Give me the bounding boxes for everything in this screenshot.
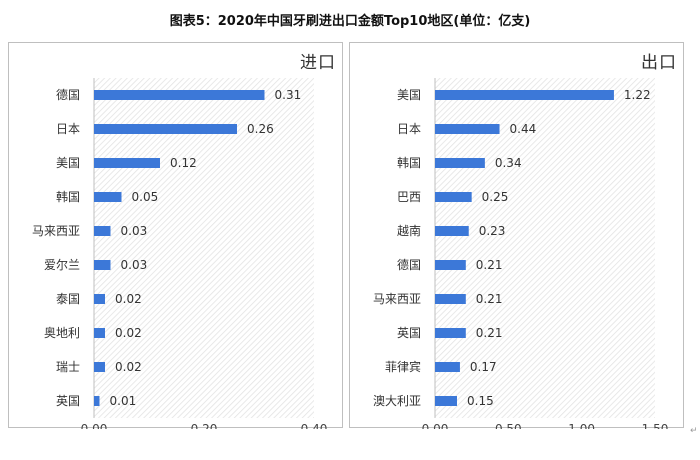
import-category-label: 美国 xyxy=(56,156,80,170)
import-bar xyxy=(94,90,265,100)
import-x-tick-label: 0.40 xyxy=(301,422,328,429)
export-value-label: 0.23 xyxy=(479,224,506,238)
export-x-tick-label: 1.50 xyxy=(642,422,669,429)
export-value-label: 0.44 xyxy=(510,122,537,136)
import-value-label: 0.03 xyxy=(121,224,148,238)
export-x-tick-label: 1.00 xyxy=(568,422,595,429)
import-value-label: 0.05 xyxy=(132,190,159,204)
export-category-label: 美国 xyxy=(397,88,421,102)
import-bar xyxy=(94,396,100,406)
export-value-label: 0.21 xyxy=(476,326,503,340)
export-plot-area xyxy=(435,78,655,418)
import-panel: 进口 德国 0.31 日本 0.26 美国 0.12 韩国 0.05 马来西亚 0.03 爱尔兰 0.… xyxy=(8,42,343,429)
import-x-tick-label: 0.20 xyxy=(191,422,218,429)
export-value-label: 0.17 xyxy=(470,360,497,374)
export-bar xyxy=(435,90,614,100)
import-bar xyxy=(94,158,160,168)
import-bar-chart: 德国 0.31 日本 0.26 美国 0.12 韩国 0.05 马来西亚 0.03 爱尔兰 0.03 泰… xyxy=(32,78,328,429)
import-bar xyxy=(94,124,237,134)
import-category-label: 奥地利 xyxy=(44,326,80,340)
import-value-label: 0.03 xyxy=(121,258,148,272)
import-value-label: 0.26 xyxy=(247,122,274,136)
import-category-label: 韩国 xyxy=(56,189,80,204)
chart-title: 图表5：2020年中国牙刷进出口金额Top10地区(单位：亿支) xyxy=(169,14,531,29)
import-category-label: 爱尔兰 xyxy=(44,257,80,272)
import-x-tick-label: 0.00 xyxy=(81,422,108,429)
import-value-label: 0.02 xyxy=(115,292,142,306)
export-value-label: 1.22 xyxy=(624,88,651,102)
export-bar xyxy=(435,124,500,134)
import-category-label: 德国 xyxy=(56,87,80,102)
import-category-label: 泰国 xyxy=(56,292,80,306)
import-value-label: 0.01 xyxy=(110,394,137,408)
export-category-label: 德国 xyxy=(397,257,421,272)
export-category-label: 韩国 xyxy=(397,155,421,170)
export-panel: 出口 美国 1.22 日本 0.44 韩国 0.34 巴西 0.25 越南 0.23 德国 0.21 马… xyxy=(349,42,684,429)
export-category-label: 巴西 xyxy=(397,190,421,204)
export-category-label: 越南 xyxy=(397,223,421,238)
import-category-label: 英国 xyxy=(56,394,80,408)
import-bar xyxy=(94,226,111,236)
export-bar xyxy=(435,260,466,270)
export-value-label: 0.34 xyxy=(495,156,522,170)
import-value-label: 0.02 xyxy=(115,326,142,340)
export-category-label: 澳大利亚 xyxy=(373,394,421,408)
export-value-label: 0.25 xyxy=(482,190,509,204)
export-bar xyxy=(435,192,472,202)
export-panel-title: 出口 xyxy=(641,53,677,73)
import-bar xyxy=(94,328,105,338)
export-bar xyxy=(435,226,469,236)
export-category-label: 菲律宾 xyxy=(385,359,421,374)
import-panel-title: 进口 xyxy=(300,53,336,73)
export-bar-chart: 美国 1.22 日本 0.44 韩国 0.34 巴西 0.25 越南 0.23 德国 0.21 马来西亚… xyxy=(373,78,669,429)
import-bar xyxy=(94,260,111,270)
export-category-label: 马来西亚 xyxy=(373,292,421,306)
export-x-tick-label: 0.50 xyxy=(495,422,522,429)
import-category-label: 日本 xyxy=(56,122,80,136)
export-value-label: 0.21 xyxy=(476,258,503,272)
export-category-label: 英国 xyxy=(397,326,421,340)
import-value-label: 0.31 xyxy=(275,88,302,102)
import-plot-area xyxy=(94,78,314,418)
export-bar xyxy=(435,294,466,304)
export-bar xyxy=(435,158,485,168)
export-bar xyxy=(435,362,460,372)
import-category-label: 瑞士 xyxy=(56,360,80,374)
export-bar xyxy=(435,328,466,338)
import-category-label: 马来西亚 xyxy=(32,224,80,238)
import-bar xyxy=(94,192,122,202)
export-x-tick-label: 0.00 xyxy=(422,422,449,429)
import-value-label: 0.12 xyxy=(170,156,197,170)
export-bar xyxy=(435,396,457,406)
export-category-label: 日本 xyxy=(397,122,421,136)
export-value-label: 0.15 xyxy=(467,394,494,408)
export-value-label: 0.21 xyxy=(476,292,503,306)
corner-mark: ↵ xyxy=(690,426,698,436)
import-value-label: 0.02 xyxy=(115,360,142,374)
import-bar xyxy=(94,362,105,372)
import-bar xyxy=(94,294,105,304)
